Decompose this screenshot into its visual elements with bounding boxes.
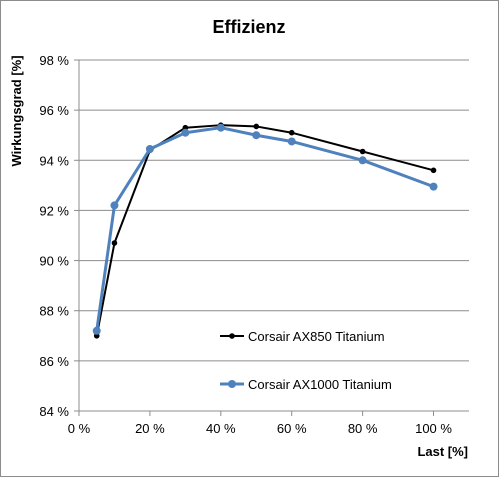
y-axis-label: Wirkungsgrad [%] (9, 55, 24, 166)
grid-lines (79, 59, 469, 362)
x-axis-label: Last [%] (417, 444, 468, 459)
data-point (287, 137, 296, 146)
y-tick-label: 94 % (39, 153, 69, 168)
legend-marker (228, 380, 236, 388)
data-point (429, 182, 438, 191)
y-tick-label: 88 % (39, 304, 69, 319)
chart-title: Effizienz (212, 17, 285, 37)
data-point (110, 201, 119, 210)
y-tick-label: 98 % (39, 53, 69, 68)
data-point (359, 148, 366, 155)
y-tick-label: 96 % (39, 103, 69, 118)
legend-label: Corsair AX850 Titanium (248, 329, 385, 344)
data-point (181, 128, 190, 137)
x-tick-label: 0 % (68, 421, 91, 436)
data-point (252, 131, 261, 140)
series-lines (92, 122, 438, 339)
legend-label: Corsair AX1000 Titanium (248, 377, 392, 392)
data-point (288, 129, 295, 136)
y-tick-label: 92 % (39, 203, 69, 218)
y-tick-label: 84 % (39, 404, 69, 419)
data-point (216, 123, 225, 132)
x-tick-label: 60 % (277, 421, 307, 436)
legend: Corsair AX850 Titanium Corsair AX1000 Tit… (220, 329, 392, 392)
y-tick-label: 90 % (39, 254, 69, 269)
x-tick-label: 40 % (206, 421, 236, 436)
data-point (430, 167, 437, 174)
axes (74, 59, 469, 416)
data-point (253, 123, 260, 130)
data-point (111, 240, 118, 246)
data-point (358, 156, 367, 165)
series-line (95, 124, 434, 336)
x-tick-label: 100 % (415, 421, 452, 436)
tick-labels: 84 % 86 % 88 % 90 % 92 % 94 % 96 % 98 % 0 % 20 % 4… (39, 53, 452, 436)
data-point (145, 145, 154, 154)
data-point (92, 326, 101, 335)
y-tick-label: 86 % (39, 354, 69, 369)
x-tick-label: 80 % (348, 421, 378, 436)
legend-marker (229, 333, 235, 339)
x-tick-label: 20 % (135, 421, 165, 436)
